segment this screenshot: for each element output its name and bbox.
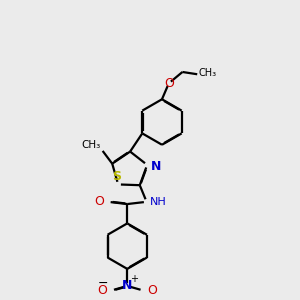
Text: N: N bbox=[122, 279, 132, 292]
Text: N: N bbox=[151, 160, 162, 172]
Text: O: O bbox=[147, 284, 157, 297]
Text: CH₃: CH₃ bbox=[198, 68, 217, 78]
Text: +: + bbox=[130, 274, 138, 284]
Text: O: O bbox=[98, 284, 107, 297]
Text: −: − bbox=[98, 277, 108, 290]
Text: O: O bbox=[164, 77, 174, 90]
Text: NH: NH bbox=[150, 197, 167, 207]
Text: S: S bbox=[112, 170, 122, 183]
Text: CH₃: CH₃ bbox=[81, 140, 100, 150]
Text: O: O bbox=[94, 195, 104, 208]
